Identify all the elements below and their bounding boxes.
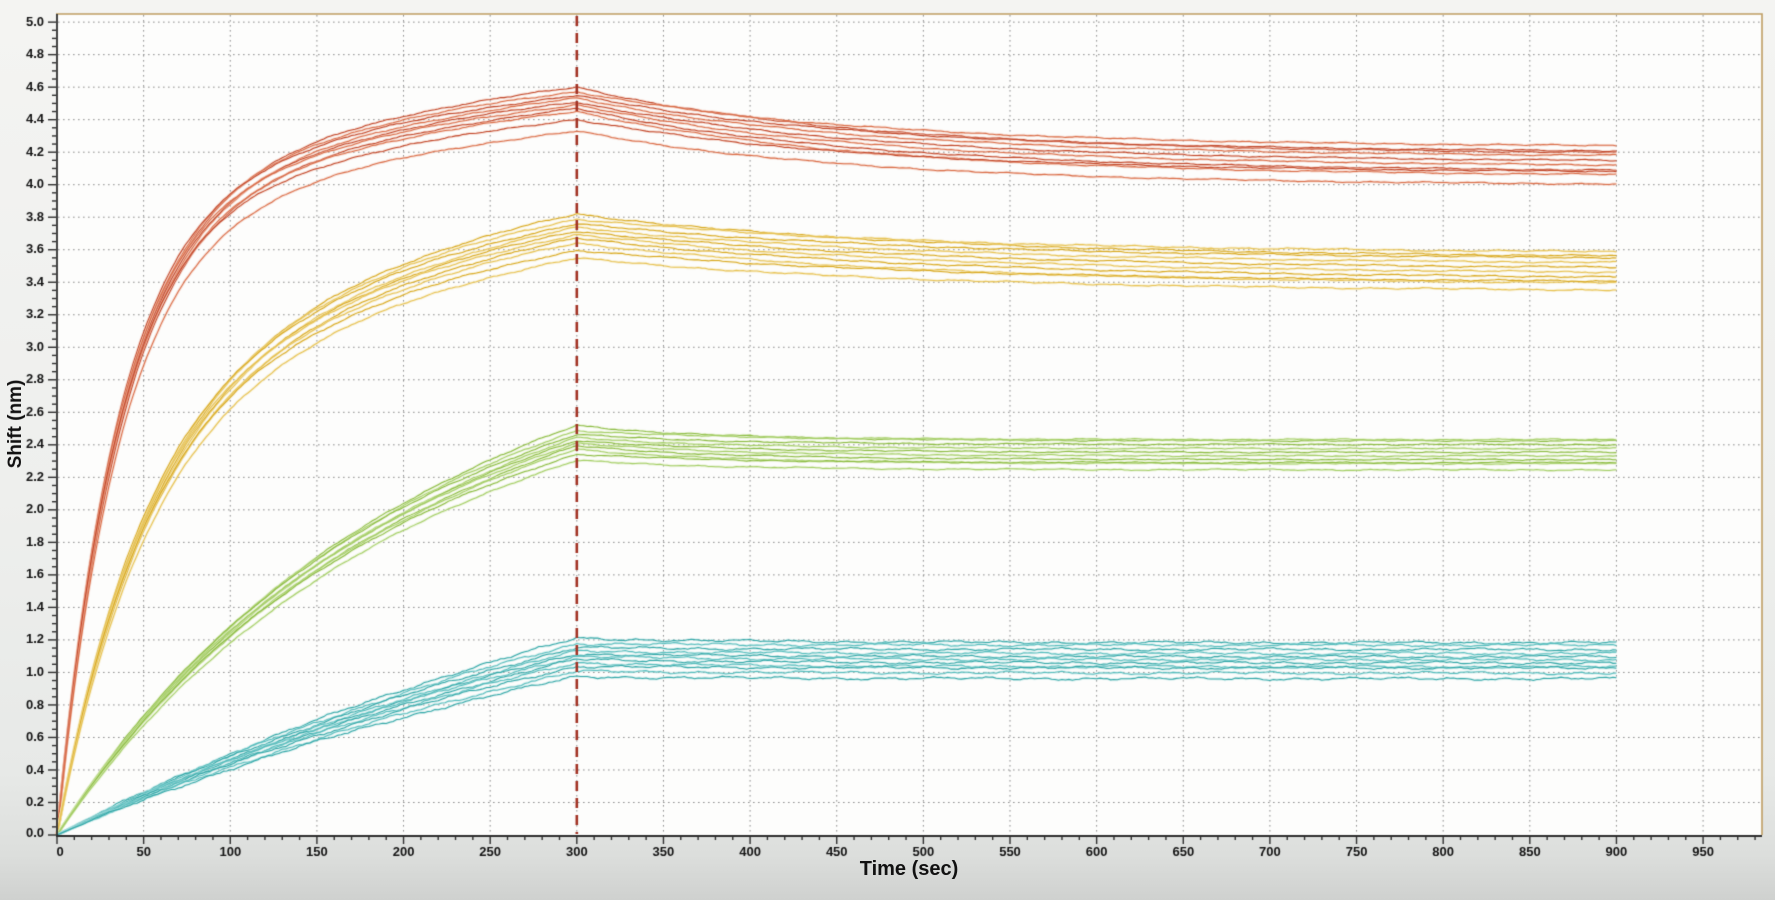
x-axis-title: Time (sec) — [859, 858, 959, 880]
y-axis-title: Shift (nm) — [5, 379, 26, 469]
